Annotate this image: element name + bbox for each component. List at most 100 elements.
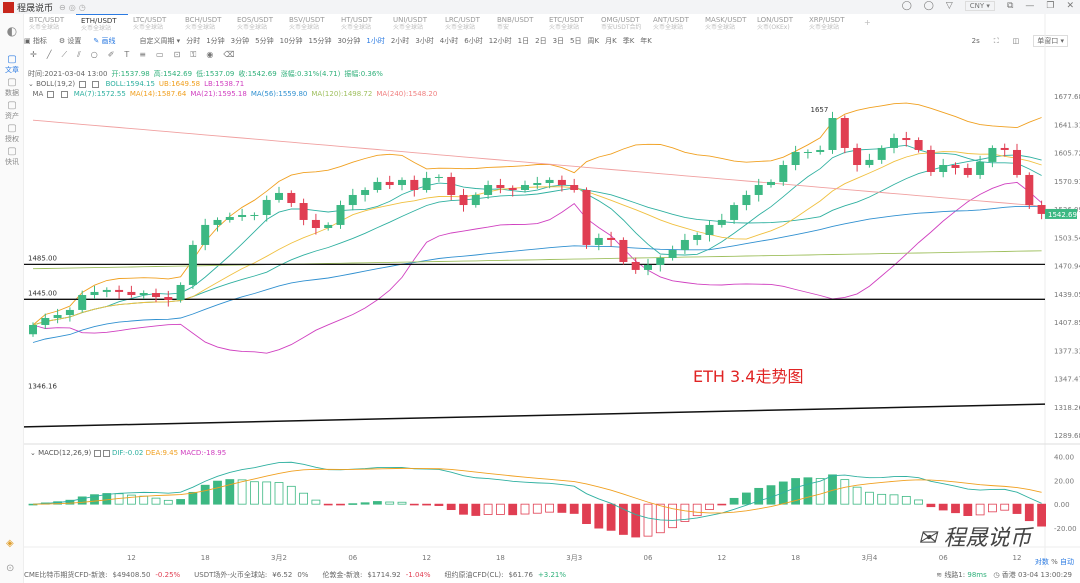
percent-toggle[interactable]: % <box>1051 558 1058 566</box>
tab-ant-usdt[interactable]: ANT/USDT 火币全球站 <box>648 14 700 33</box>
period-20[interactable]: 年K <box>640 37 652 45</box>
draw-button[interactable]: ✎ 画线 <box>93 37 116 45</box>
period-8[interactable]: 2小时 <box>390 37 410 45</box>
ray-icon[interactable]: ⟋ <box>61 50 68 59</box>
custom-period-select[interactable]: 自定义周期 ▾ <box>139 37 181 45</box>
close-button[interactable]: ✕ <box>1066 1 1074 11</box>
candle <box>29 324 37 335</box>
tab-lon-usdt[interactable]: LON/USDT 火币(OKEx) <box>752 14 804 33</box>
vip-icon[interactable]: ◈ <box>6 538 14 549</box>
period-9[interactable]: 3小时 <box>415 37 434 45</box>
candle <box>299 203 308 220</box>
settings-icon[interactable]: ⊙ <box>6 563 15 574</box>
period-1[interactable]: 1分钟 <box>206 37 225 45</box>
globe-icon[interactable]: ◐ <box>6 24 18 38</box>
restore-button[interactable]: ❐ <box>1046 1 1055 11</box>
period-2[interactable]: 3分钟 <box>230 37 250 45</box>
tab-ht-usdt[interactable]: HT/USDT 火币全球站 <box>336 14 388 33</box>
tab-eth-usdt[interactable]: ETH/USDT 火币全球站 <box>76 14 128 33</box>
circle-icon[interactable]: ○ <box>90 50 98 59</box>
tab-etc-usdt[interactable]: ETC/USDT 火币全球站 <box>544 14 596 33</box>
fib-icon[interactable]: ≡ <box>139 50 146 59</box>
tab-eos-usdt[interactable]: EOS/USDT 火币全球站 <box>232 14 284 33</box>
period-15[interactable]: 3日 <box>552 37 565 45</box>
period-17[interactable]: 周K <box>587 37 600 45</box>
tab-bnb-usdt[interactable]: BNB/USDT 币安 <box>492 14 544 33</box>
fullscreen-icon[interactable]: ⛶ <box>993 36 999 45</box>
trend-line <box>24 403 1046 428</box>
eye-icon[interactable]: ◉ <box>206 50 214 59</box>
crosshair-icon[interactable]: ✛ <box>30 50 37 59</box>
ma-settings-button[interactable] <box>47 90 55 98</box>
boll-close-button[interactable] <box>92 80 100 88</box>
lock-icon[interactable]: ⚿ <box>190 50 197 59</box>
period-18[interactable]: 月K <box>605 37 617 45</box>
period-6[interactable]: 30分钟 <box>337 37 361 45</box>
period-11[interactable]: 6小时 <box>464 37 483 45</box>
y-tick-label: 1347.47 <box>1054 376 1080 384</box>
chat-icon[interactable]: ◯ <box>923 1 934 11</box>
indicator-button[interactable]: ▣ 指标 <box>24 37 47 45</box>
sidebar-item-1[interactable]: ▢ 数据 <box>0 77 24 98</box>
sidebar-item-2[interactable]: ▢ 资产 <box>0 100 24 121</box>
pin-icon[interactable]: ⧉ <box>1006 1 1014 11</box>
log-toggle[interactable]: 对数 <box>1034 558 1049 566</box>
tab-btc-usdt[interactable]: BTC/USDT 火币全球站 <box>24 14 76 33</box>
window-select[interactable]: 单窗口 ▾ <box>1033 35 1068 47</box>
macd-bar <box>336 503 345 506</box>
period-7[interactable]: 1小时 <box>366 37 385 45</box>
tab-uni-usdt[interactable]: UNI/USDT 火币全球站 <box>388 14 440 33</box>
bell-icon[interactable]: ◯ <box>901 1 912 11</box>
tab-ltc-usdt[interactable]: LTC/USDT 火币全球站 <box>128 14 180 33</box>
settings-button[interactable]: ⚙ 设置 <box>58 37 82 45</box>
period-5[interactable]: 15分钟 <box>308 37 332 45</box>
auto-toggle[interactable]: 自动 <box>1060 558 1074 566</box>
axis-mode-toggles: 对数 % 自动 <box>1035 557 1074 567</box>
macd-bar <box>188 491 198 505</box>
shirt-icon[interactable]: ▽ <box>945 1 953 11</box>
measure-icon[interactable]: ⊡ <box>173 50 181 59</box>
boll-settings-button[interactable] <box>79 80 87 88</box>
sidebar-item-0[interactable]: ▢ 文章 <box>0 54 24 75</box>
pen-icon[interactable]: ✐ <box>107 50 115 59</box>
period-19[interactable]: 季K <box>622 37 635 45</box>
tab-bsv-usdt[interactable]: BSV/USDT 火币全球站 <box>284 14 336 33</box>
add-tab-button[interactable]: + <box>864 18 871 27</box>
sidebar-item-3[interactable]: ▢ 授权 <box>0 123 24 144</box>
tab-bch-usdt[interactable]: BCH/USDT 火币全球站 <box>180 14 232 33</box>
period-3[interactable]: 5分钟 <box>255 37 274 45</box>
candle <box>250 214 259 216</box>
price-chart[interactable]: 1677.681641.311605.721570.911536.091503.… <box>24 0 1080 568</box>
tab-omg-usdt[interactable]: OMG/USDT 币安USDT合约 <box>596 14 648 33</box>
tab-lrc-usdt[interactable]: LRC/USDT 火币全球站 <box>440 14 492 33</box>
y-tick-label: 1570.91 <box>1054 178 1080 186</box>
ma-close-button[interactable] <box>60 90 68 98</box>
period-10[interactable]: 4小时 <box>439 37 459 45</box>
period-16[interactable]: 5日 <box>570 37 582 45</box>
minimize-button[interactable]: — <box>1025 1 1035 11</box>
channel-icon[interactable]: ⫽ <box>77 50 81 59</box>
macd-bar <box>668 503 677 529</box>
tab-mask-usdt[interactable]: MASK/USDT 火币全球站 <box>700 14 752 33</box>
trash-icon[interactable]: ⌫ <box>223 50 235 59</box>
macd-settings-button[interactable] <box>93 449 101 457</box>
rect-icon[interactable]: ▭ <box>156 50 164 59</box>
refresh-interval[interactable]: 2s <box>971 37 980 45</box>
currency-select[interactable]: CNY ▾ <box>964 1 995 11</box>
period-4[interactable]: 10分钟 <box>279 37 303 45</box>
period-13[interactable]: 1日 <box>517 37 530 45</box>
sidebar-item-label: 快讯 <box>5 158 19 166</box>
sidebar-item-4[interactable]: ▢ 快讯 <box>0 146 24 167</box>
candle <box>754 185 763 195</box>
period-14[interactable]: 2日 <box>535 37 547 45</box>
title-icons[interactable]: ⊖◎◷ <box>59 2 89 12</box>
text-icon[interactable]: T <box>124 50 130 59</box>
line-icon[interactable]: ╱ <box>46 50 52 59</box>
tab-xrp-usdt[interactable]: XRP/USDT 火币全球站 <box>804 14 856 33</box>
screenshot-icon[interactable]: ◫ <box>1012 37 1020 45</box>
period-12[interactable]: 12小时 <box>488 37 512 45</box>
period-0[interactable]: 分时 <box>186 37 201 45</box>
macd-close-button[interactable] <box>102 449 110 457</box>
latency-value: 98ms <box>967 571 987 579</box>
macd-bar <box>299 492 309 505</box>
